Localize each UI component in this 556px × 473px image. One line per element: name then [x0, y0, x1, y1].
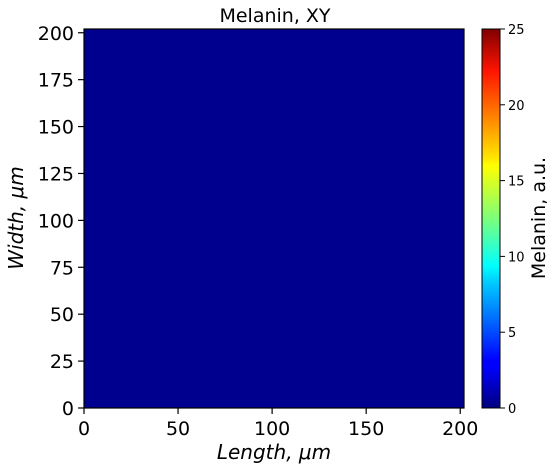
x-tick-label: 100 [254, 418, 290, 440]
x-axis-label: Length, μm [217, 440, 331, 464]
colorbar-tick-label: 20 [508, 99, 525, 114]
x-tick-label: 50 [166, 418, 190, 440]
y-axis-label: Width, μm [4, 166, 28, 269]
colorbar-axis: 0 5 10 15 20 25 [500, 23, 525, 417]
x-axis: 0 50 100 150 200 [78, 408, 478, 440]
y-tick-label: 25 [50, 351, 74, 373]
x-tick-label: 200 [442, 418, 478, 440]
y-tick-label: 150 [38, 117, 74, 139]
y-tick-label: 125 [38, 163, 74, 185]
colorbar-tick-label: 10 [508, 250, 525, 265]
colorbar [481, 28, 501, 409]
y-axis: 0 25 50 75 100 125 150 175 200 [38, 23, 84, 420]
colorbar-tick-label: 5 [508, 326, 516, 341]
x-tick-label: 150 [348, 418, 384, 440]
y-tick-label: 100 [38, 210, 74, 232]
y-tick-label: 75 [50, 257, 74, 279]
colorbar-tick-label: 25 [508, 23, 525, 38]
y-tick-label: 200 [38, 23, 74, 45]
y-tick-label: 0 [62, 398, 74, 420]
x-tick-label: 0 [78, 418, 90, 440]
colorbar-tick-label: 0 [508, 402, 516, 417]
heatmap-field [83, 28, 465, 409]
chart-title: Melanin, XY [219, 5, 330, 27]
colorbar-label: Melanin, a.u. [528, 157, 550, 279]
y-tick-label: 175 [38, 70, 74, 92]
y-tick-label: 50 [50, 304, 74, 326]
colorbar-tick-label: 15 [508, 175, 525, 190]
